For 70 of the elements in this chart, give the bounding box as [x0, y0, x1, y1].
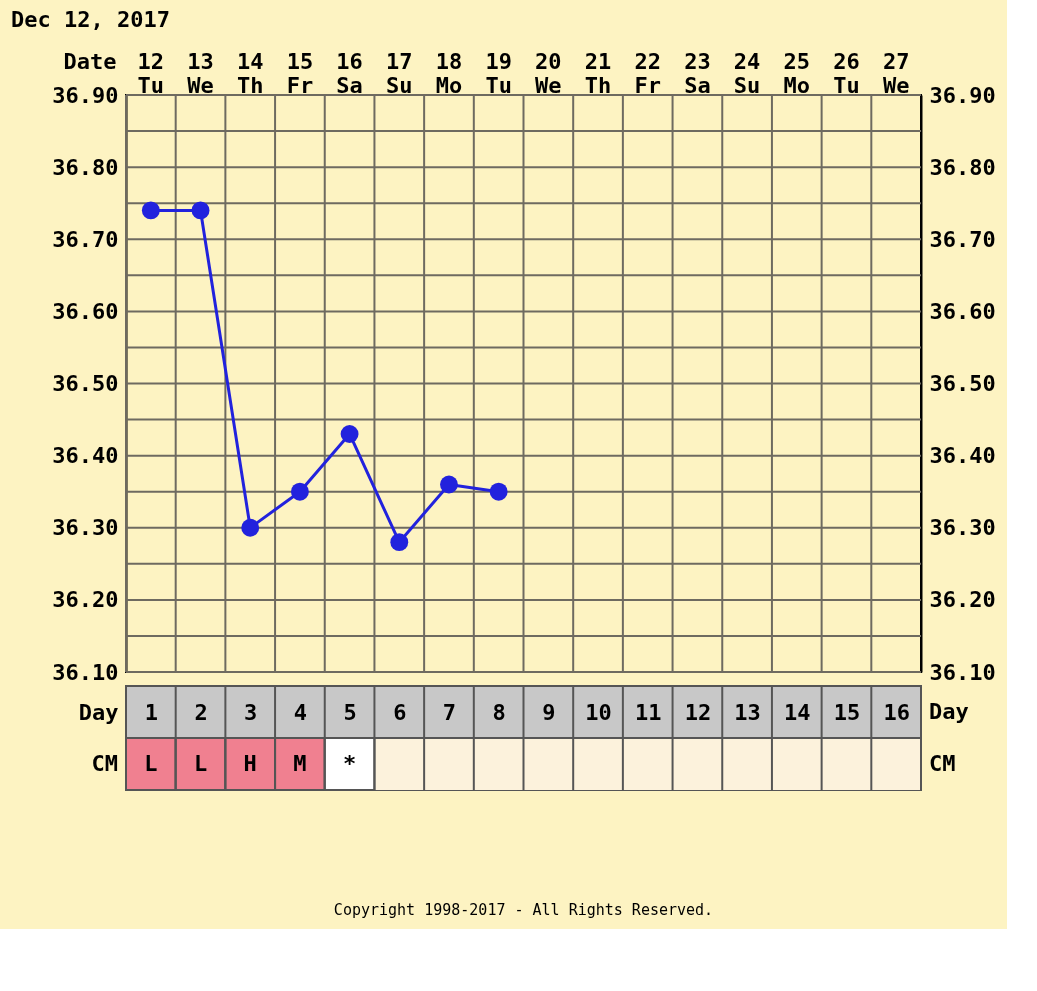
text: Day — [78, 699, 119, 725]
y-tick-label: 36.60 — [52, 298, 119, 324]
x2-tick-label: 5 — [343, 699, 357, 725]
y2-tick-label: 36.80 — [929, 154, 996, 180]
point — [290, 482, 309, 501]
x-tick-label: 15 Fr — [286, 48, 314, 98]
x2-tick-label: 15 — [833, 699, 861, 725]
y2-tick-label: 36.30 — [929, 515, 996, 541]
x2-tick-label: 13 — [734, 699, 761, 725]
x-tick-label: 14 Th — [236, 48, 264, 98]
x-tick-label: 22 Fr — [634, 48, 661, 98]
text: * — [342, 751, 357, 776]
point — [141, 201, 160, 220]
x2-tick-label: 4 — [293, 699, 308, 725]
x2-tick-label: 3 — [244, 699, 258, 725]
point — [489, 482, 508, 501]
y2-tick-label: 36.90 — [929, 82, 996, 108]
y-tick-label: 36.20 — [52, 587, 119, 613]
y2-tick-label: 36.20 — [929, 587, 996, 613]
chart-title: Dec 12, 2017 — [11, 7, 170, 32]
point — [191, 201, 210, 220]
y-tick-label: 36.10 — [52, 659, 119, 685]
x-tick-label: 19 Tu — [485, 48, 512, 98]
x-tick-label: 24 Su — [733, 48, 761, 98]
x2-axis-title: Day — [929, 699, 969, 724]
y-tick-label: 36.90 — [52, 82, 119, 108]
text: L — [193, 751, 208, 776]
x2-tick-label: 10 — [585, 699, 612, 725]
y2-tick-label: 36.60 — [929, 298, 996, 324]
y2-tick-label: 36.40 — [929, 443, 996, 469]
point — [390, 533, 409, 552]
x2-tick-label: 2 — [194, 699, 208, 725]
x-tick-label: 12 Tu — [137, 48, 165, 98]
text: Copyright 1998-2017 - All Rights Reserved. — [333, 901, 714, 919]
x-tick-label: 25 Mo — [783, 48, 811, 98]
x-tick-label: 13 We — [187, 48, 214, 98]
x2-tick-label: 1 — [144, 699, 158, 725]
x-tick-label: 21 Th — [584, 48, 612, 98]
y-tick-label: 36.50 — [52, 371, 119, 396]
y2-tick-label: 36.70 — [929, 226, 996, 252]
x-tick-label: 16 Sa — [336, 48, 363, 98]
x-tick-label: 23 Sa — [684, 48, 711, 98]
text: CM — [91, 751, 118, 776]
x-tick-label: 18 Mo — [435, 48, 463, 98]
x2-tick-label: 11 — [634, 699, 662, 725]
y-tick-label: 36.40 — [52, 443, 119, 469]
y-tick-label: 36.30 — [52, 515, 119, 541]
y2-tick-label: 36.50 — [929, 371, 996, 396]
y2-tick-label: 36.10 — [929, 659, 996, 685]
x-tick-label: 17 Su — [386, 48, 413, 98]
point — [241, 518, 260, 537]
text: CM — [929, 751, 956, 776]
x-axis-title: Date — [63, 48, 117, 74]
point — [340, 425, 359, 443]
x-tick-label: 26 Tu — [833, 48, 860, 98]
x2-tick-label: 9 — [542, 699, 556, 725]
x2-tick-label: 6 — [393, 699, 407, 725]
x2-tick-label: 14 — [784, 699, 811, 725]
x2-tick-label: 16 — [883, 699, 910, 725]
x-tick-label: 27 We — [882, 48, 910, 98]
x2-tick-label: 12 — [684, 699, 712, 725]
text: H — [243, 751, 257, 776]
text: L — [144, 751, 158, 776]
text: M — [293, 751, 307, 776]
x2-tick-label: 8 — [492, 699, 506, 725]
y-tick-label: 36.80 — [52, 154, 119, 180]
point — [440, 475, 458, 494]
x2-tick-label: 7 — [442, 699, 457, 725]
y-tick-label: 36.70 — [52, 226, 119, 252]
x-tick-label: 20 We — [535, 48, 562, 98]
